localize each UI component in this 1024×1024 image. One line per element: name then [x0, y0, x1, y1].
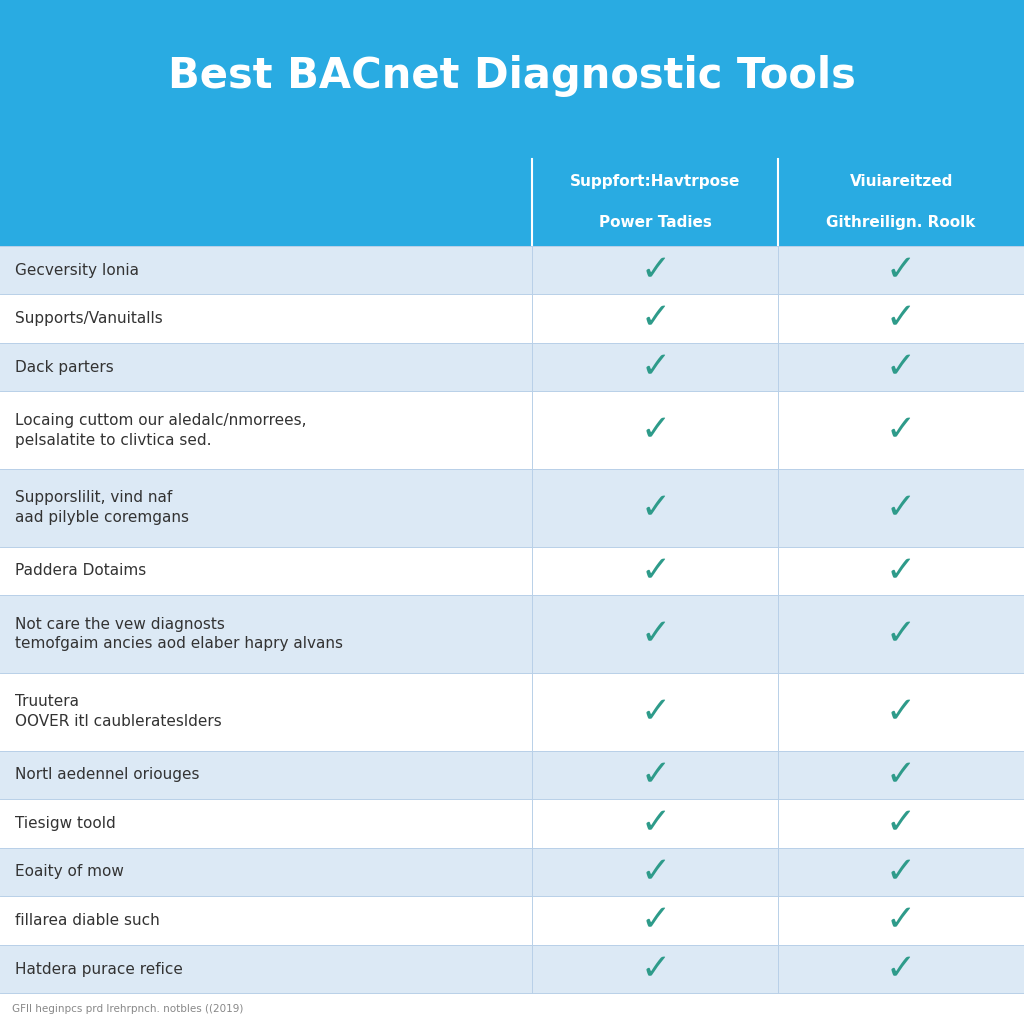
Text: Hatdera purace refice: Hatdera purace refice	[15, 962, 183, 977]
Text: Githreilign. Roolk: Githreilign. Roolk	[826, 215, 976, 230]
Text: ✓: ✓	[640, 694, 671, 729]
Text: Power Tadies: Power Tadies	[599, 215, 712, 230]
Text: fillarea diable such: fillarea diable such	[15, 913, 160, 928]
Text: ✓: ✓	[640, 253, 671, 287]
Text: ✓: ✓	[886, 554, 916, 588]
Text: Not care the vew diagnosts
temofgaim ancies aod elaber hapry alvans: Not care the vew diagnosts temofgaim anc…	[15, 616, 343, 651]
Text: Best BACnet Diagnostic Tools: Best BACnet Diagnostic Tools	[168, 55, 856, 97]
Text: ✓: ✓	[640, 554, 671, 588]
Bar	[0, 595, 1024, 673]
Text: Dack parters: Dack parters	[15, 359, 114, 375]
Bar	[0, 896, 1024, 945]
Bar	[0, 945, 1024, 993]
Text: Supports/Vanuitalls: Supports/Vanuitalls	[15, 311, 163, 326]
Text: ✓: ✓	[886, 302, 916, 336]
Bar	[0, 246, 1024, 294]
Bar	[0, 159, 1024, 246]
Text: Suppfort:Havtrpose: Suppfort:Havtrpose	[570, 174, 740, 189]
Text: ✓: ✓	[886, 253, 916, 287]
Bar	[0, 294, 1024, 343]
Text: ✓: ✓	[886, 350, 916, 384]
Text: Supporslilit, vind naf
aad pilyble coremgans: Supporslilit, vind naf aad pilyble corem…	[15, 490, 189, 525]
Text: Truutera
OOVER itl caublerateslders: Truutera OOVER itl caublerateslders	[15, 694, 222, 729]
Text: Nortl aedennel oriouges: Nortl aedennel oriouges	[15, 767, 200, 782]
Text: ✓: ✓	[886, 758, 916, 792]
Text: ✓: ✓	[886, 694, 916, 729]
Text: ✓: ✓	[640, 617, 671, 651]
Text: ✓: ✓	[886, 617, 916, 651]
Text: ✓: ✓	[886, 903, 916, 937]
Text: ✓: ✓	[886, 952, 916, 986]
Text: ✓: ✓	[640, 952, 671, 986]
Bar	[0, 391, 1024, 469]
Text: Locaing cuttom our aledalc/nmorrees,
pelsalatite to clivtica sed.: Locaing cuttom our aledalc/nmorrees, pel…	[15, 413, 307, 447]
Text: Gecversity Ionia: Gecversity Ionia	[15, 262, 139, 278]
Text: ✓: ✓	[640, 806, 671, 841]
Text: Viuiareitzed: Viuiareitzed	[850, 174, 952, 189]
Text: ✓: ✓	[640, 855, 671, 889]
Bar	[0, 673, 1024, 751]
Text: ✓: ✓	[640, 302, 671, 336]
Text: Paddera Dotaims: Paddera Dotaims	[15, 563, 146, 579]
Text: ✓: ✓	[886, 414, 916, 447]
Text: ✓: ✓	[886, 490, 916, 525]
Text: Tiesigw toold: Tiesigw toold	[15, 816, 116, 830]
Bar	[0, 848, 1024, 896]
Bar	[0, 343, 1024, 391]
Bar	[0, 547, 1024, 595]
Text: Eoaity of mow: Eoaity of mow	[15, 864, 124, 880]
Text: ✓: ✓	[640, 758, 671, 792]
Text: ✓: ✓	[640, 414, 671, 447]
Text: ✓: ✓	[886, 806, 916, 841]
Text: ✓: ✓	[640, 490, 671, 525]
Bar	[0, 751, 1024, 799]
Text: ✓: ✓	[640, 903, 671, 937]
Text: GFll heginpcs prd lrehrpnch. notbles ((2019): GFll heginpcs prd lrehrpnch. notbles ((2…	[12, 1004, 244, 1014]
Bar	[0, 0, 1024, 159]
Bar	[0, 469, 1024, 547]
Text: ✓: ✓	[640, 350, 671, 384]
Bar	[0, 799, 1024, 848]
Text: ✓: ✓	[886, 855, 916, 889]
